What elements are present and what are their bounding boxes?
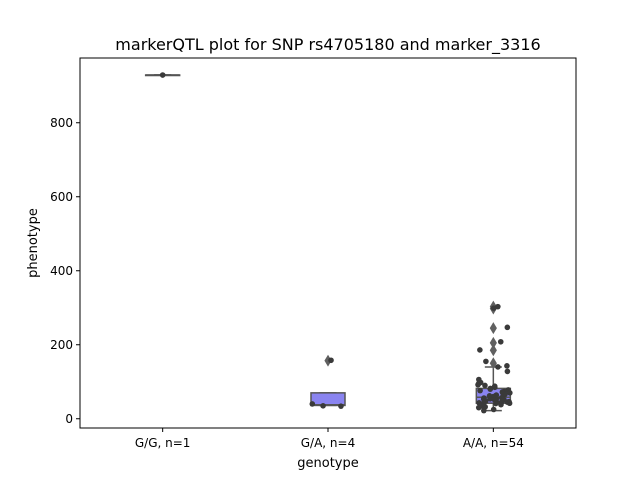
point-group	[159, 72, 166, 78]
box-group	[310, 354, 346, 407]
data-point	[504, 363, 510, 369]
data-point	[504, 368, 511, 375]
x-axis-label: genotype	[297, 456, 358, 471]
plot-frame	[79, 57, 577, 429]
x-tick-label: A/A, n=54	[463, 436, 524, 450]
data-point	[477, 387, 483, 394]
y-tick-label: 600	[50, 190, 73, 204]
data-point	[497, 338, 504, 345]
iqr-box	[310, 392, 346, 407]
data-point	[506, 400, 513, 407]
data-point	[498, 401, 504, 408]
plot-layer	[144, 72, 513, 414]
data-point	[475, 381, 481, 388]
outlier-marker	[489, 357, 497, 370]
data-point	[487, 395, 493, 402]
data-point	[490, 406, 497, 413]
x-tick-label: G/G, n=1	[135, 436, 191, 450]
data-point	[328, 357, 334, 364]
data-point	[504, 324, 511, 331]
outlier-marker	[489, 344, 497, 357]
data-point	[490, 305, 497, 311]
outlier-marker	[489, 336, 497, 349]
data-point	[481, 407, 487, 414]
y-axis-label: phenotype	[26, 208, 41, 278]
outlier-marker	[489, 322, 497, 335]
x-tick-label: G/A, n=4	[301, 436, 355, 450]
data-point	[495, 364, 501, 370]
data-point	[159, 72, 166, 78]
data-point	[482, 382, 488, 389]
chart-title: markerQTL plot for SNP rs4705180 and mar…	[115, 35, 540, 55]
data-point	[493, 400, 499, 407]
y-tick-label: 400	[50, 264, 73, 278]
y-tick-label: 0	[65, 412, 73, 426]
data-point	[475, 404, 482, 411]
y-axis: 0 200 400 600 800	[50, 116, 80, 426]
data-point	[320, 403, 326, 409]
data-point	[507, 390, 513, 396]
point-group	[475, 303, 513, 414]
data-point	[477, 347, 483, 353]
y-tick-label: 800	[50, 116, 73, 130]
y-tick-label: 200	[50, 338, 73, 352]
point-group	[309, 357, 344, 409]
data-point	[338, 403, 344, 409]
data-point	[487, 386, 494, 392]
x-axis: G/G, n=1 G/A, n=4 A/A, n=54	[135, 428, 524, 450]
data-point	[492, 384, 498, 391]
data-point	[483, 358, 489, 365]
data-point	[309, 401, 316, 407]
